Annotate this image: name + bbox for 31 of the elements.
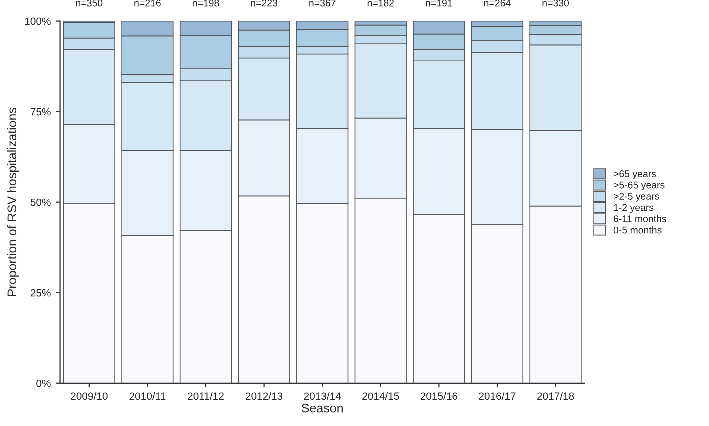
x-tick-label: 2010/11 bbox=[130, 392, 166, 400]
text: n=198 bbox=[192, 0, 220, 7]
legend-label: 1-2 years bbox=[614, 204, 654, 214]
text: n=350 bbox=[76, 0, 103, 7]
legend-label: 6-11 months bbox=[614, 215, 666, 222]
x-tick-label: 2012/13 bbox=[246, 392, 283, 400]
x-tick-label: 2013/14 bbox=[304, 392, 342, 400]
x-tick-label: 2009/10 bbox=[71, 392, 108, 400]
x-tick-label: 2016/17 bbox=[479, 392, 516, 400]
text: n=182 bbox=[368, 0, 394, 7]
text: n=264 bbox=[484, 0, 511, 7]
x-tick-label: 2011/12 bbox=[188, 392, 224, 400]
y-tick-label: 50% bbox=[30, 198, 51, 206]
y-axis-title: Proportion of RSV hospitalizations bbox=[7, 108, 20, 296]
legend-label: >65 years bbox=[614, 170, 656, 180]
text: n=191 bbox=[426, 0, 452, 7]
x-tick-label: 2017/18 bbox=[537, 392, 574, 400]
x-tick-label: 2014/15 bbox=[362, 392, 400, 400]
y-tick-label: 75% bbox=[30, 108, 51, 116]
legend-label: >2-5 years bbox=[614, 193, 660, 202]
legend-label: 0-5 months bbox=[614, 226, 662, 234]
x-tick-label: 2015/16 bbox=[420, 392, 458, 400]
text: n=216 bbox=[134, 0, 161, 7]
y-tick-label: 0% bbox=[36, 380, 51, 388]
text: n=223 bbox=[251, 0, 278, 7]
y-tick-label: 100% bbox=[25, 18, 51, 26]
legend-label: >5-65 years bbox=[614, 182, 665, 191]
x-axis-title: Season bbox=[302, 404, 343, 413]
text: n=367 bbox=[310, 0, 336, 7]
text: n=330 bbox=[542, 0, 570, 7]
y-tick-label: 25% bbox=[30, 289, 51, 297]
